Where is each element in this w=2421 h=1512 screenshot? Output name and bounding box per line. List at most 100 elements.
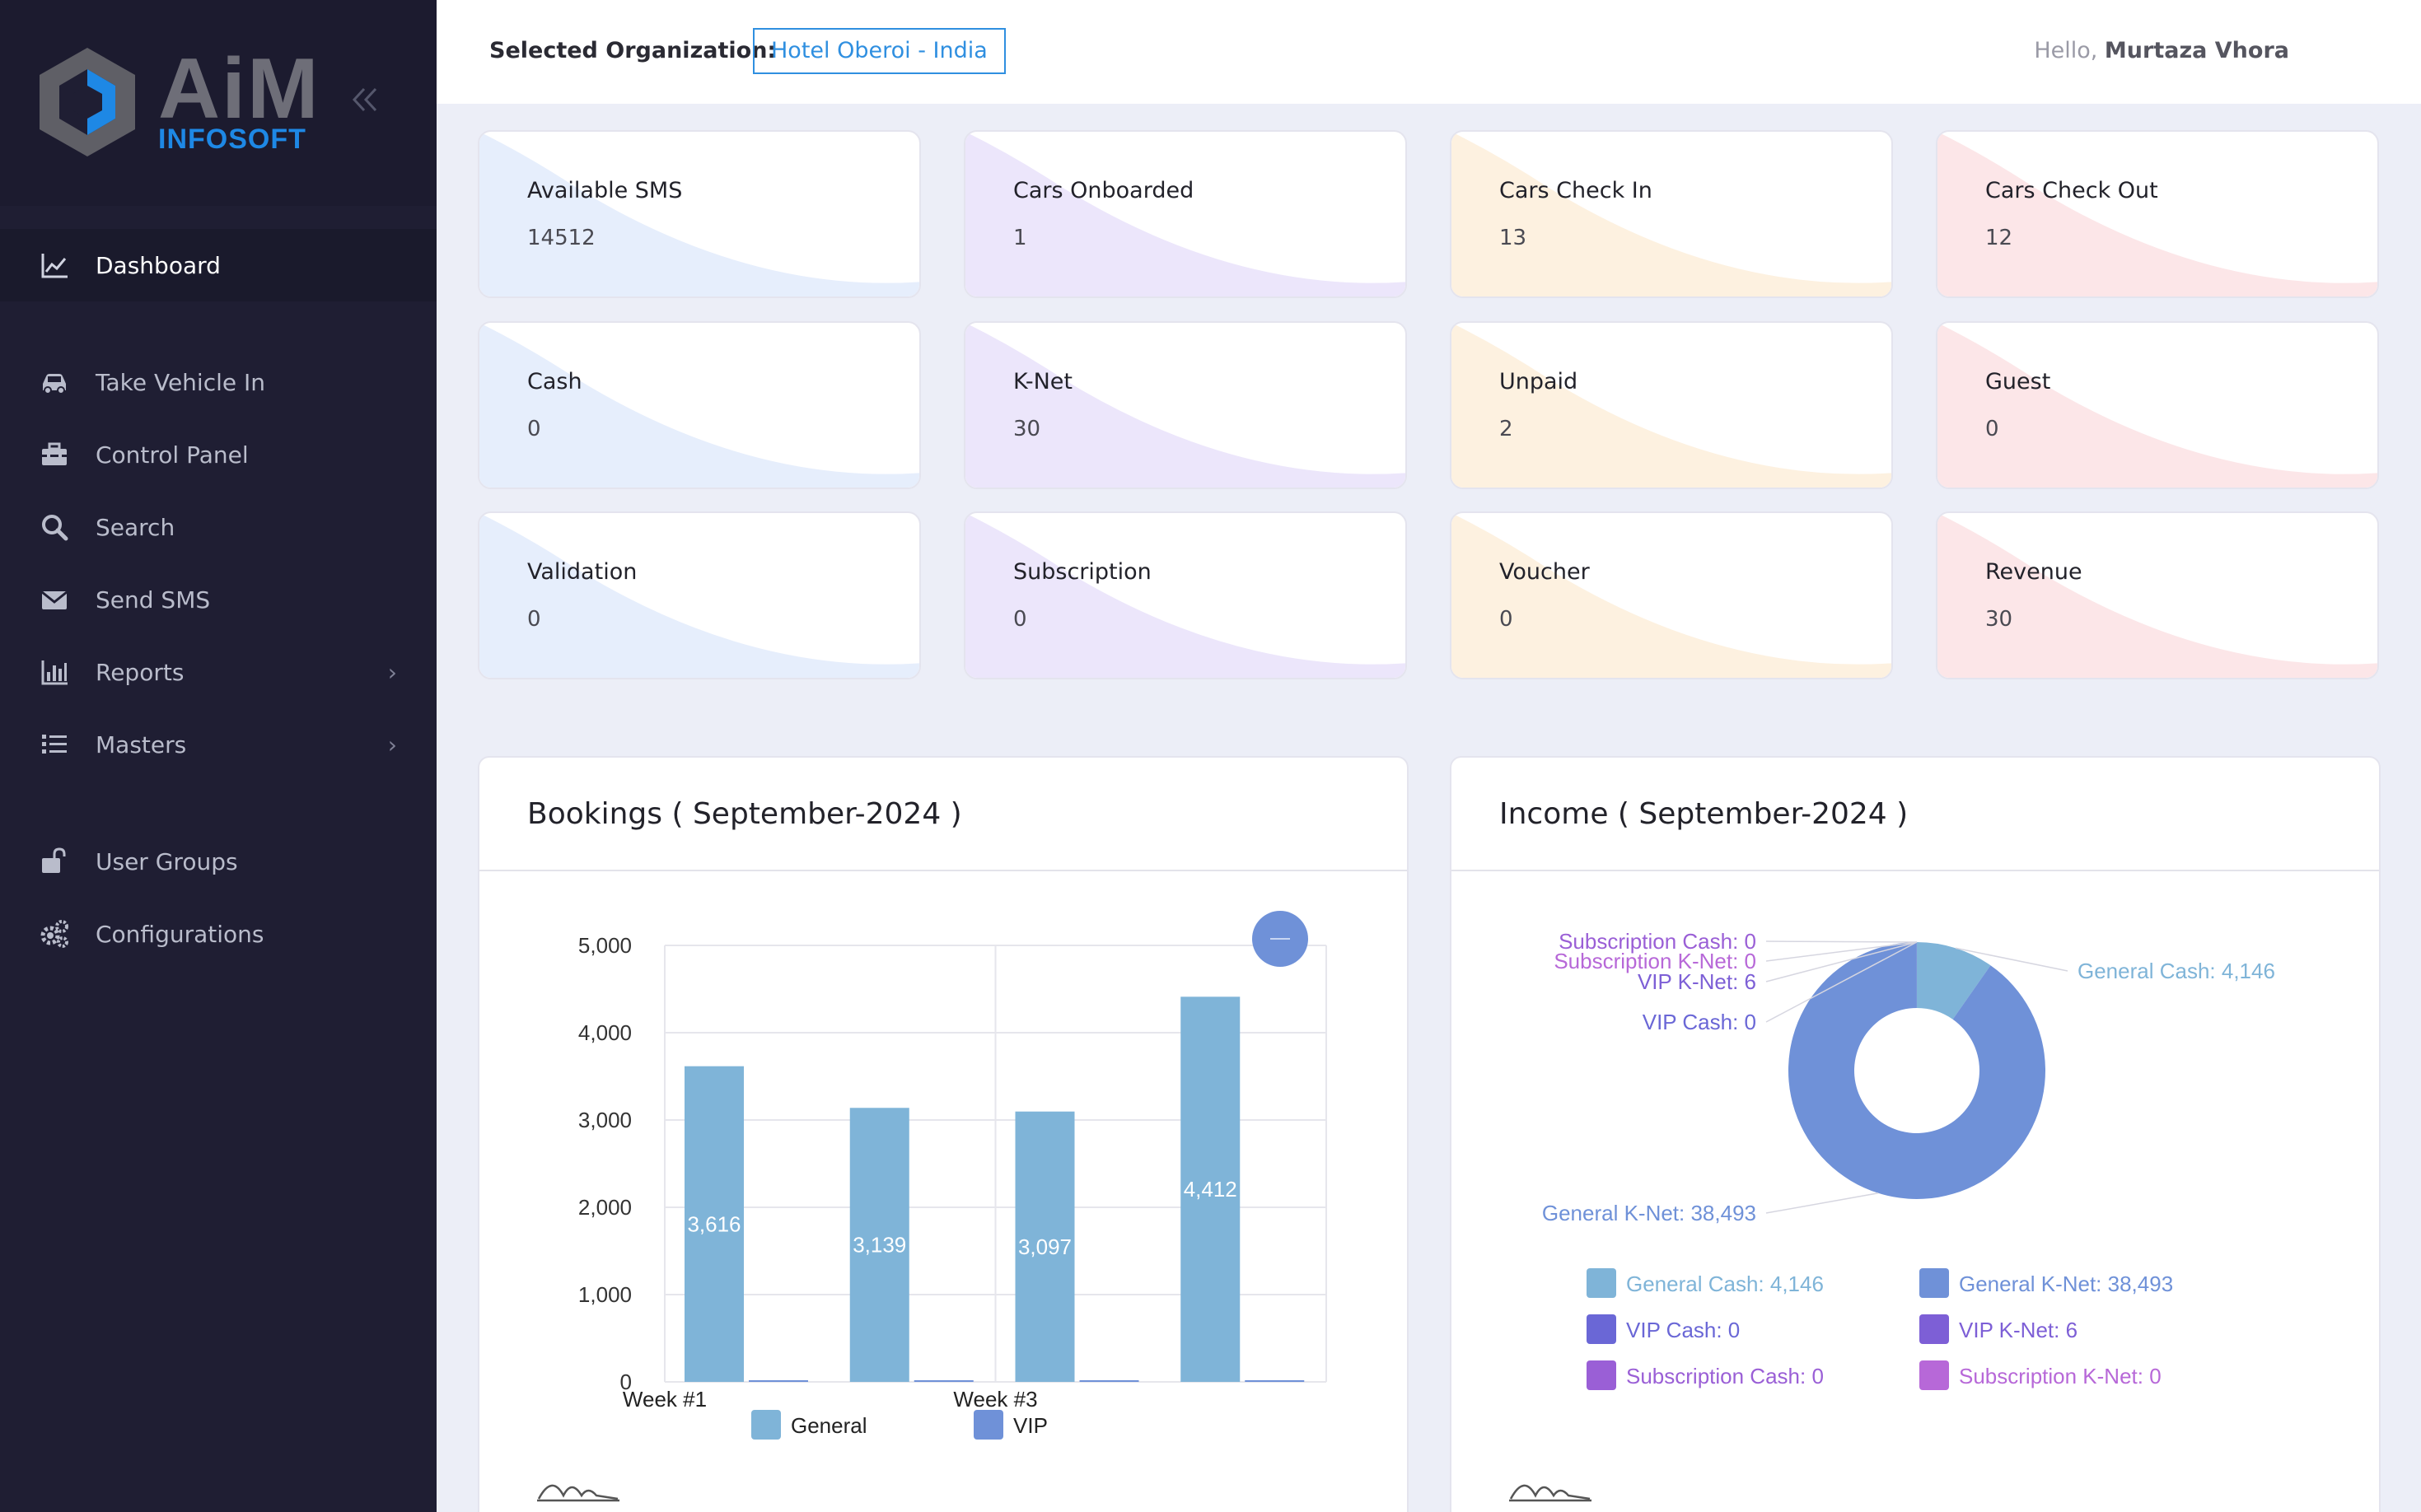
leader-line: [1765, 941, 1918, 982]
sidebar-item-dashboard[interactable]: Dashboard: [0, 229, 437, 301]
card-wave-decoration: [479, 132, 919, 296]
card-wave-decoration: [1451, 513, 1891, 678]
stat-value: 0: [1013, 607, 1027, 632]
stat-title: Unpaid: [1499, 369, 1578, 394]
sidebar-item-label: Masters: [96, 730, 187, 758]
sidebar-item-send-sms[interactable]: Send SMS: [0, 563, 437, 636]
legend-item-general-cash[interactable]: General Cash: 4,146: [1587, 1268, 1824, 1298]
stat-value: 30: [1013, 417, 1041, 441]
legend-swatch: [751, 1410, 781, 1440]
leader-line: [1955, 947, 2068, 972]
legend-label: General K-Net: 38,493: [1959, 1272, 2173, 1296]
legend-item-general[interactable]: General: [751, 1410, 867, 1440]
bar-vip-week-3[interactable]: [1079, 1380, 1139, 1382]
sidebar-item-search[interactable]: Search: [0, 491, 437, 563]
legend-label: VIP Cash: 0: [1626, 1318, 1740, 1342]
legend-swatch: [1919, 1268, 1949, 1298]
stat-card-voucher[interactable]: Voucher 0: [1450, 511, 1893, 679]
slice-label: VIP Cash: 0: [1643, 1010, 1756, 1034]
card-wave-decoration: [1937, 132, 2377, 296]
stat-card-subscription[interactable]: Subscription 0: [964, 511, 1407, 679]
stat-value: 0: [1499, 607, 1513, 632]
divider: [1451, 870, 2379, 871]
search-icon: [38, 511, 71, 544]
sidebar-item-user-groups[interactable]: User Groups: [0, 825, 437, 898]
leader-line: [1765, 940, 1918, 943]
stat-title: Available SMS: [527, 178, 683, 203]
car-icon: [38, 366, 71, 399]
bar-data-label: 3,097: [1018, 1234, 1072, 1259]
slice-general-k-net[interactable]: [1788, 942, 2045, 1199]
sidebar: AiM INFOSOFT Dashboard Take Vehicle In C…: [0, 0, 437, 1512]
x-tick-label: Week #3: [953, 1387, 1037, 1412]
bar-general-week-3[interactable]: [1015, 1111, 1075, 1382]
legend-item-vip[interactable]: VIP: [974, 1410, 1048, 1440]
legend-swatch: [1919, 1314, 1949, 1344]
user-greeting[interactable]: Hello, Murtaza Vhora: [2034, 38, 2289, 63]
stat-card-validation[interactable]: Validation 0: [478, 511, 921, 679]
divider: [479, 870, 1407, 871]
double-chevron-left-icon: [352, 87, 377, 112]
sidebar-item-reports[interactable]: Reports ›: [0, 636, 437, 708]
sidebar-item-masters[interactable]: Masters ›: [0, 708, 437, 781]
legend-item-subscription-cash[interactable]: Subscription Cash: 0: [1587, 1360, 1824, 1390]
sidebar-item-configurations[interactable]: Configurations: [0, 898, 437, 970]
stat-card-cash[interactable]: Cash 0: [478, 321, 921, 489]
legend-label: General: [791, 1413, 867, 1438]
stat-card-cars-check-in[interactable]: Cars Check In 13: [1450, 130, 1893, 298]
top-header: Selected Organization: Hotel Oberoi - In…: [437, 0, 2421, 104]
sparkline-icon: [1509, 1484, 1591, 1502]
logo-text: AiM: [158, 41, 320, 137]
legend-item-general-k-net[interactable]: General K-Net: 38,493: [1919, 1268, 2173, 1298]
stat-title: Cash: [527, 369, 582, 394]
y-tick-label: 5,000: [578, 933, 632, 958]
stat-card-k-net[interactable]: K-Net 30: [964, 321, 1407, 489]
legend-item-vip-k-net[interactable]: VIP K-Net: 6: [1919, 1314, 2077, 1344]
bar-general-week-2[interactable]: [849, 1108, 909, 1382]
stat-title: Subscription: [1013, 559, 1152, 585]
sidebar-item-take-vehicle-in[interactable]: Take Vehicle In: [0, 346, 437, 418]
slice-general-cash[interactable]: [1917, 942, 1991, 1020]
user-name: Murtaza Vhora: [2104, 38, 2289, 63]
sidebar-item-label: Search: [96, 513, 175, 541]
gears-icon: [38, 917, 71, 950]
legend-swatch: [1587, 1360, 1616, 1390]
stat-value: 2: [1499, 417, 1513, 441]
logo-mark-icon: [40, 48, 135, 156]
legend-swatch: [1919, 1360, 1949, 1390]
bookings-panel: Bookings ( September-2024 ) 0 1,000 2,000 3…: [478, 756, 1409, 1512]
legend-item-vip-cash[interactable]: VIP Cash: 0: [1587, 1314, 1740, 1344]
legend-swatch: [974, 1410, 1003, 1440]
bar-vip-week-4[interactable]: [1245, 1380, 1305, 1382]
sidebar-item-label: User Groups: [96, 847, 238, 875]
bar-vip-week-1[interactable]: [749, 1380, 808, 1382]
legend-item-subscription-k-net[interactable]: Subscription K-Net: 0: [1919, 1360, 2162, 1390]
bar-vip-week-2[interactable]: [914, 1380, 974, 1382]
stat-card-cars-check-out[interactable]: Cars Check Out 12: [1936, 130, 2379, 298]
stat-card-available-sms[interactable]: Available SMS 14512: [478, 130, 921, 298]
income-panel: Income ( September-2024 ) General Cash: …: [1450, 756, 2381, 1512]
org-selector[interactable]: Hotel Oberoi - India: [753, 28, 1006, 74]
stat-value: 0: [1985, 417, 1999, 441]
stat-value: 13: [1499, 226, 1527, 250]
stat-card-unpaid[interactable]: Unpaid 2: [1450, 321, 1893, 489]
bar-general-week-4[interactable]: [1180, 996, 1241, 1382]
sidebar-collapse-button[interactable]: [344, 79, 386, 120]
bookings-bar-chart: 0 1,000 2,000 3,000 4,000 5,000 3,616 3,139 3,09…: [578, 911, 1327, 1440]
card-wave-decoration: [479, 323, 919, 488]
stat-card-revenue[interactable]: Revenue 30: [1936, 511, 2379, 679]
legend-swatch: [1587, 1314, 1616, 1344]
y-tick-label: 4,000: [578, 1020, 632, 1045]
unlock-icon: [38, 845, 71, 878]
toolbox-icon: [38, 438, 71, 471]
stat-card-guest[interactable]: Guest 0: [1936, 321, 2379, 489]
chart-reset-button[interactable]: [1252, 911, 1308, 967]
sidebar-item-control-panel[interactable]: Control Panel: [0, 418, 437, 491]
bar-general-week-1[interactable]: [685, 1066, 744, 1382]
legend-label: Subscription Cash: 0: [1626, 1364, 1824, 1388]
chevron-right-icon: ›: [387, 658, 397, 686]
list-icon: [38, 728, 71, 761]
slice-label: Subscription K-Net: 0: [1554, 949, 1756, 973]
stat-card-cars-onboarded[interactable]: Cars Onboarded 1: [964, 130, 1407, 298]
y-tick-label: 1,000: [578, 1282, 632, 1307]
